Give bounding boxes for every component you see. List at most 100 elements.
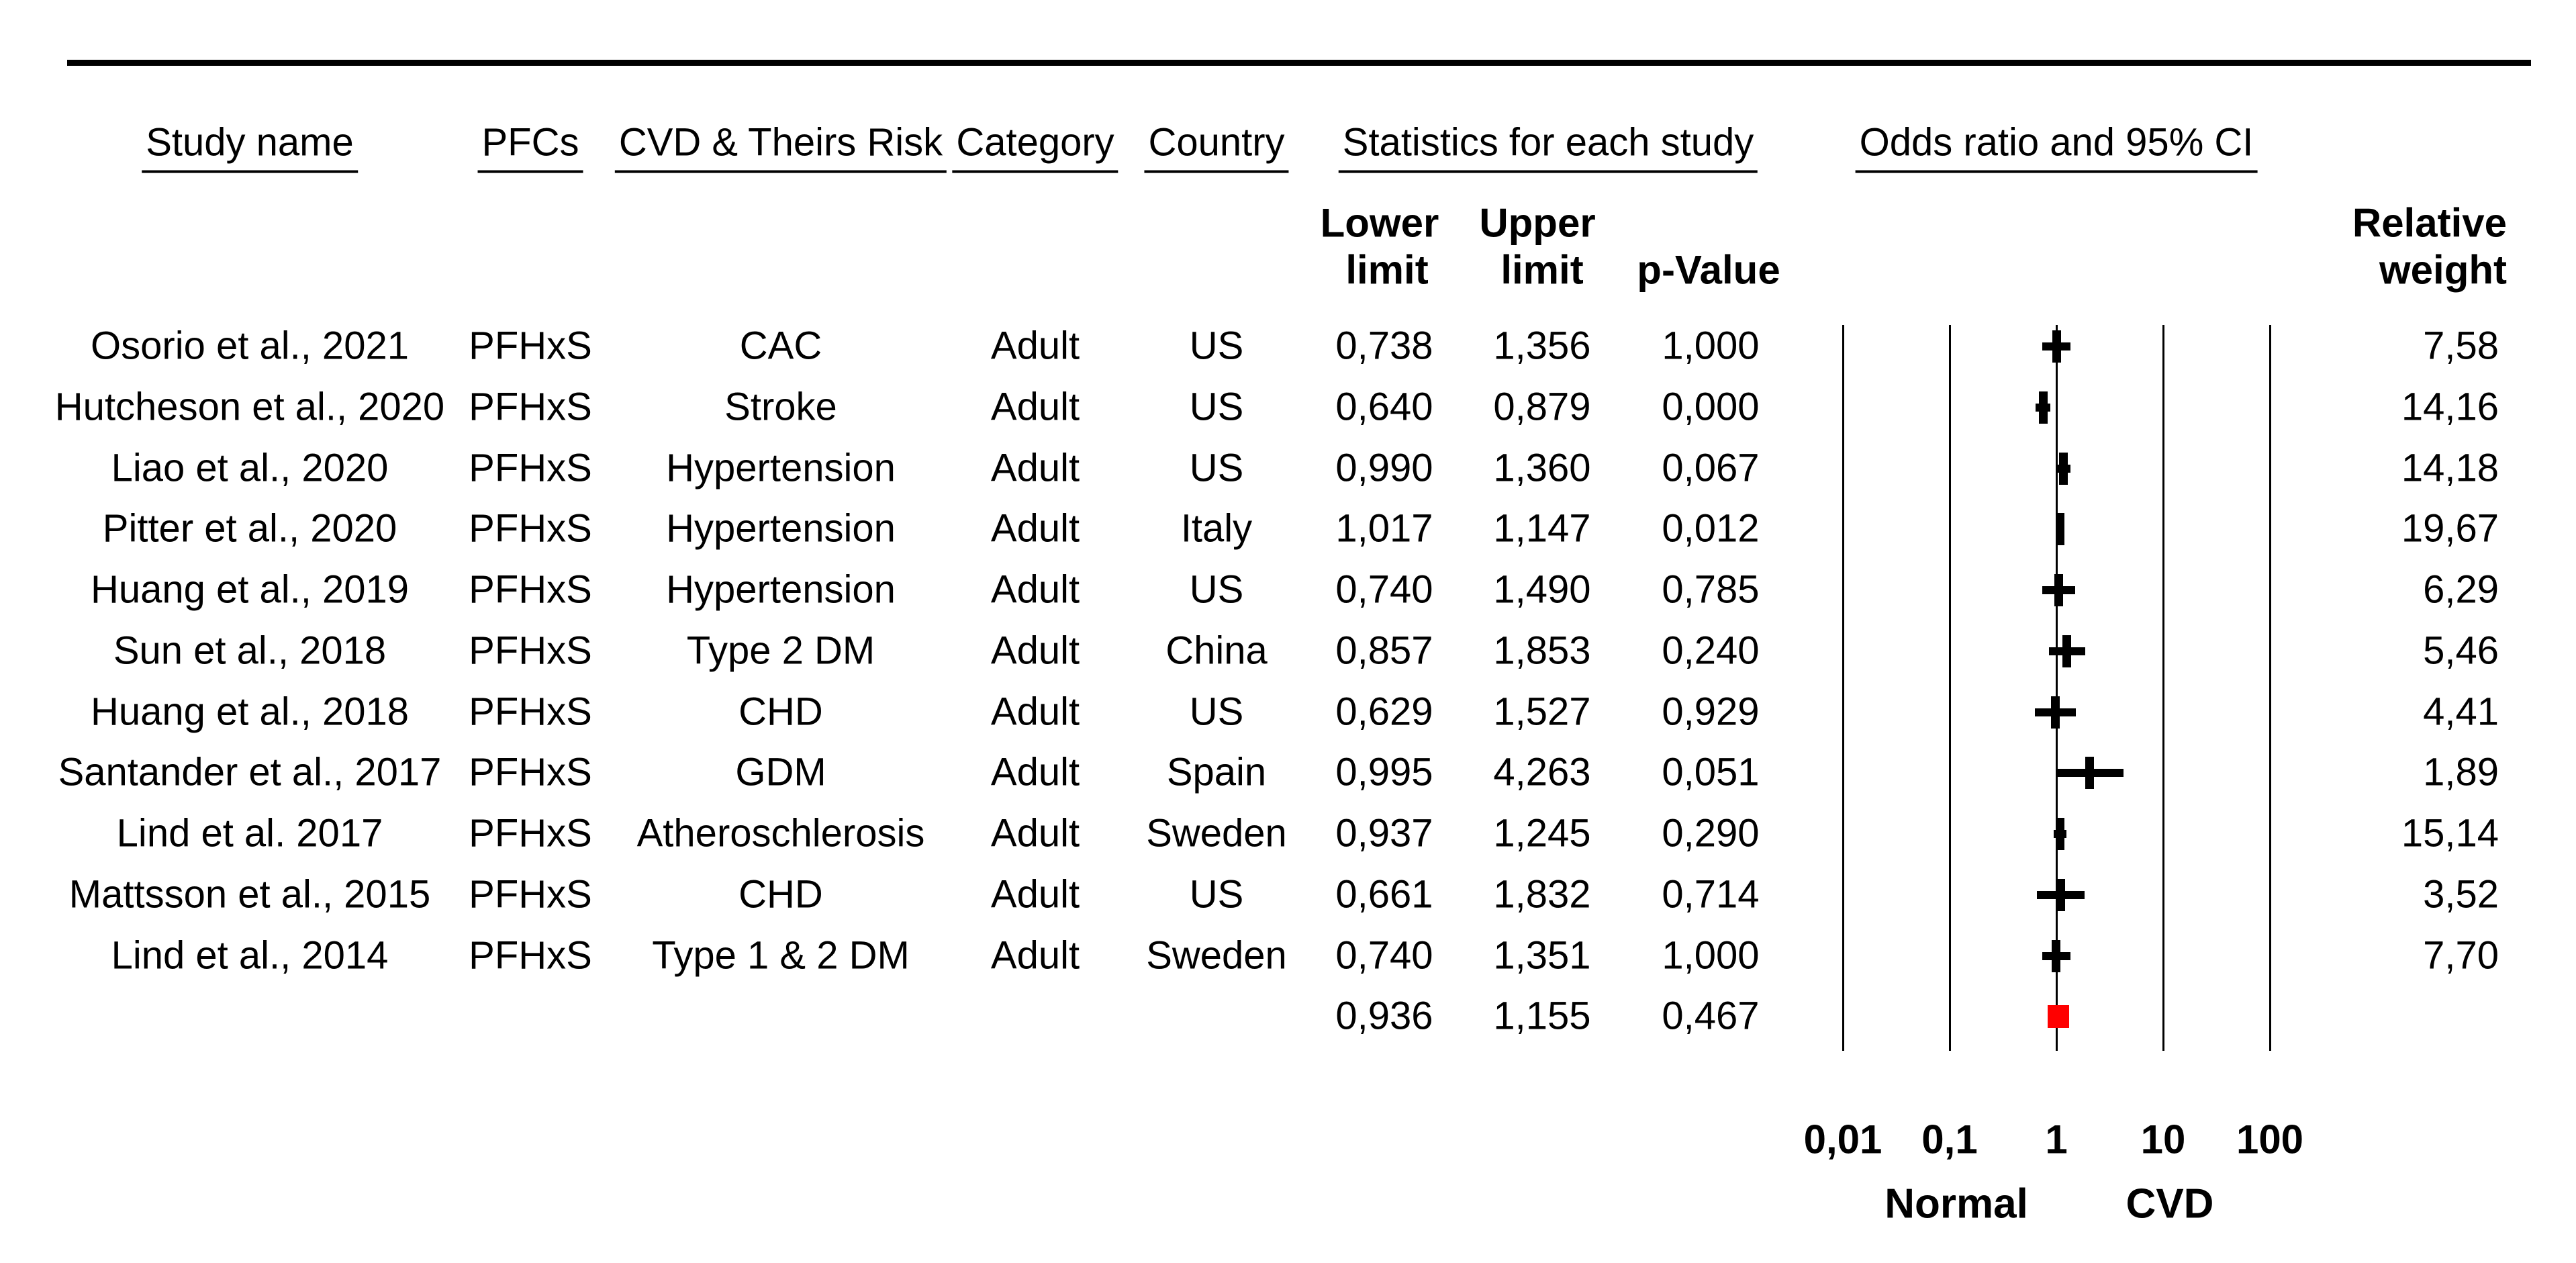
- cell-risk: Hypertension: [666, 506, 896, 551]
- col-header-statistics-group: Statistics for each study: [1338, 122, 1758, 173]
- cell-lower-limit: 0,740: [1335, 933, 1433, 978]
- estimate-bar: [2051, 696, 2060, 729]
- estimate-bar: [2038, 391, 2048, 424]
- cell-p-value: 1,000: [1662, 933, 1760, 978]
- cell-relative-weight: 15,14: [2401, 811, 2499, 855]
- axis-tick-label: 10: [2140, 1117, 2186, 1162]
- cell-upper-limit: 1,490: [1493, 567, 1591, 612]
- cell-upper-limit: 1,147: [1493, 506, 1591, 551]
- cell-relative-weight: 1,89: [2423, 750, 2499, 794]
- cell-study: Mattsson et al., 2015: [68, 872, 431, 917]
- cell-relative-weight: 14,18: [2401, 446, 2499, 490]
- cell-relative-weight: 7,58: [2423, 324, 2499, 368]
- cell-study: Lind et al., 2014: [111, 933, 389, 978]
- cell-study: Lind et al. 2017: [116, 811, 383, 855]
- cell-category: Adult: [990, 750, 1080, 794]
- col-header-pfcs: PFCs: [477, 122, 583, 173]
- summary-marker: [2047, 1005, 2069, 1029]
- cell-pfcs: PFHxS: [469, 750, 592, 794]
- cell-category: Adult: [990, 628, 1080, 673]
- col-header-risk-text: CVD & Theirs Risk: [614, 122, 947, 173]
- cell-p-value: 0,290: [1662, 811, 1760, 855]
- cell-upper-limit: 0,879: [1493, 385, 1591, 429]
- cell-lower-limit: 0,740: [1335, 567, 1433, 612]
- cell-country: US: [1189, 690, 1244, 734]
- cell-category: Adult: [990, 446, 1080, 490]
- cell-category: Adult: [990, 385, 1080, 429]
- cell-risk: CHD: [738, 872, 823, 917]
- cell-country: Sweden: [1146, 811, 1287, 855]
- cell-category: Adult: [990, 933, 1080, 978]
- col-header-odds-ratio-group: Odds ratio and 95% CI: [1855, 122, 2258, 173]
- estimate-bar: [2055, 513, 2064, 546]
- cell-country: US: [1189, 567, 1244, 612]
- cell-study: Sun et al., 2018: [113, 628, 387, 673]
- estimate-bar: [2056, 878, 2066, 911]
- axis-gridline: [1948, 325, 1951, 1051]
- cell-p-value: 0,067: [1662, 446, 1760, 490]
- cell-risk: Hypertension: [666, 446, 896, 490]
- cell-p-value: 0,240: [1662, 628, 1760, 673]
- col-header-country: Country: [1144, 122, 1289, 173]
- cell-lower-limit: 0,857: [1335, 628, 1433, 673]
- axis-gridline: [2055, 325, 2058, 1051]
- cell-lower-limit: 0,990: [1335, 446, 1433, 490]
- cell-upper-limit: 1,527: [1493, 690, 1591, 734]
- cell-p-value: 0,051: [1662, 750, 1760, 794]
- cell-relative-weight: 14,16: [2401, 385, 2499, 429]
- cell-pfcs: PFHxS: [469, 872, 592, 917]
- cell-study: Pitter et al., 2020: [102, 506, 397, 551]
- cell-study: Hutcheson et al., 2020: [54, 385, 445, 429]
- cell-country: Italy: [1180, 506, 1253, 551]
- col-header-odds-ratio-group-text: Odds ratio and 95% CI: [1855, 122, 2258, 173]
- axis-tick-label: 1: [2045, 1117, 2068, 1162]
- cell-relative-weight: 19,67: [2401, 506, 2499, 551]
- cell-relative-weight: 3,52: [2423, 872, 2499, 917]
- cell-p-value: 0,000: [1662, 385, 1760, 429]
- cell-lower-limit: 0,738: [1335, 324, 1433, 368]
- cell-upper-limit: 1,351: [1493, 933, 1591, 978]
- col-header-country-text: Country: [1144, 122, 1289, 173]
- cell-pfcs: PFHxS: [469, 567, 592, 612]
- cell-category: Adult: [990, 690, 1080, 734]
- cell-p-value: 0,012: [1662, 506, 1760, 551]
- cell-risk: CHD: [738, 690, 823, 734]
- cell-study: Liao et al., 2020: [111, 446, 389, 490]
- cell-risk: CAC: [739, 324, 822, 368]
- cell-pfcs: PFHxS: [469, 690, 592, 734]
- cell-study: Santander et al., 2017: [58, 750, 442, 794]
- axis-caption-normal: Normal: [1885, 1180, 2028, 1227]
- cell-risk: Type 2 DM: [686, 628, 875, 673]
- cell-pfcs: PFHxS: [469, 506, 592, 551]
- axis-gridline: [1842, 325, 1844, 1051]
- subheader-upper-line1: Upper: [1479, 200, 1596, 246]
- axis-tick-label: 100: [2236, 1117, 2304, 1162]
- estimate-bar: [2054, 574, 2063, 606]
- cell-category: Adult: [990, 872, 1080, 917]
- cell-study: Huang et al., 2019: [90, 567, 410, 612]
- estimate-bar: [2058, 452, 2068, 485]
- estimate-bar: [2052, 939, 2061, 972]
- col-header-pfcs-text: PFCs: [477, 122, 583, 173]
- cell-p-value: 0,929: [1662, 690, 1760, 734]
- cell-category: Adult: [990, 506, 1080, 551]
- cell-upper-limit: 1,832: [1493, 872, 1591, 917]
- cell-relative-weight: 4,41: [2423, 690, 2499, 734]
- subheader-upper-line2: limit: [1500, 247, 1584, 293]
- summary-lower-limit: 0,936: [1335, 994, 1433, 1038]
- cell-risk: Type 1 & 2 DM: [652, 933, 910, 978]
- cell-lower-limit: 0,640: [1335, 385, 1433, 429]
- cell-relative-weight: 7,70: [2423, 933, 2499, 978]
- cell-p-value: 0,785: [1662, 567, 1760, 612]
- cell-study: Huang et al., 2018: [90, 690, 410, 734]
- cell-upper-limit: 4,263: [1493, 750, 1591, 794]
- estimate-bar: [2085, 757, 2095, 790]
- cell-study: Osorio et al., 2021: [91, 324, 409, 368]
- cell-upper-limit: 1,356: [1493, 324, 1591, 368]
- col-header-category-text: Category: [952, 122, 1118, 173]
- cell-pfcs: PFHxS: [469, 811, 592, 855]
- cell-upper-limit: 1,360: [1493, 446, 1591, 490]
